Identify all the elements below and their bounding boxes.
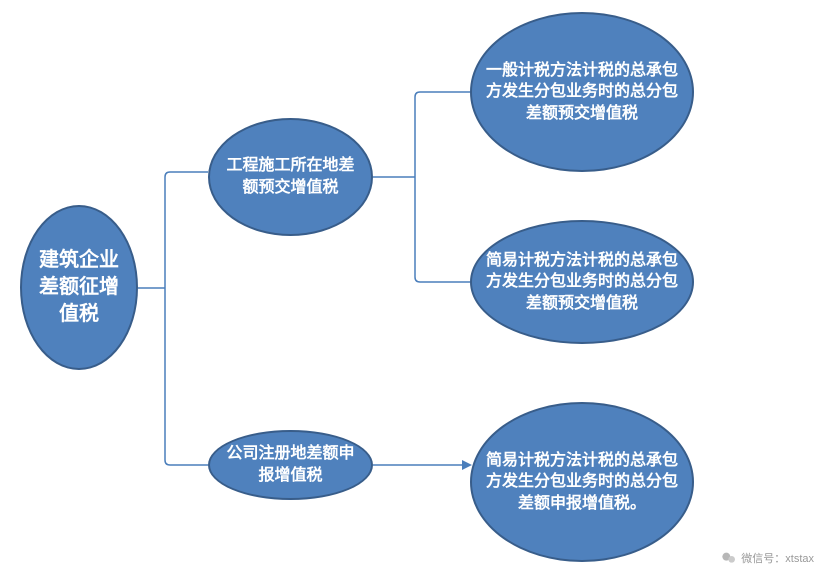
wechat-icon xyxy=(721,550,737,566)
node-leaf2-label: 简易计税方法计税的总承包方发生分包业务时的总分包差额预交增值税 xyxy=(482,250,682,315)
node-branch1: 工程施工所在地差额预交增值税 xyxy=(208,118,373,236)
node-branch2: 公司注册地差额申报增值税 xyxy=(208,430,373,500)
connector-root-branches xyxy=(138,172,208,465)
node-leaf3-label: 简易计税方法计税的总承包方发生分包业务时的总分包差额申报增值税。 xyxy=(482,450,682,515)
node-leaf1: 一般计税方法计税的总承包方发生分包业务时的总分包差额预交增值税 xyxy=(470,12,694,172)
watermark: 微信号：xtstax xyxy=(721,550,814,566)
node-root: 建筑企业差额征增值税 xyxy=(20,205,138,370)
node-branch2-label: 公司注册地差额申报增值税 xyxy=(220,443,361,486)
node-branch1-label: 工程施工所在地差额预交增值税 xyxy=(220,155,361,198)
connector-branch1-leaves xyxy=(373,92,470,282)
node-leaf2: 简易计税方法计税的总承包方发生分包业务时的总分包差额预交增值税 xyxy=(470,220,694,344)
node-leaf1-label: 一般计税方法计税的总承包方发生分包业务时的总分包差额预交增值税 xyxy=(482,60,682,125)
watermark-text: 微信号：xtstax xyxy=(741,550,814,566)
node-root-label: 建筑企业差额征增值税 xyxy=(32,247,126,328)
node-leaf3: 简易计税方法计税的总承包方发生分包业务时的总分包差额申报增值税。 xyxy=(470,402,694,562)
